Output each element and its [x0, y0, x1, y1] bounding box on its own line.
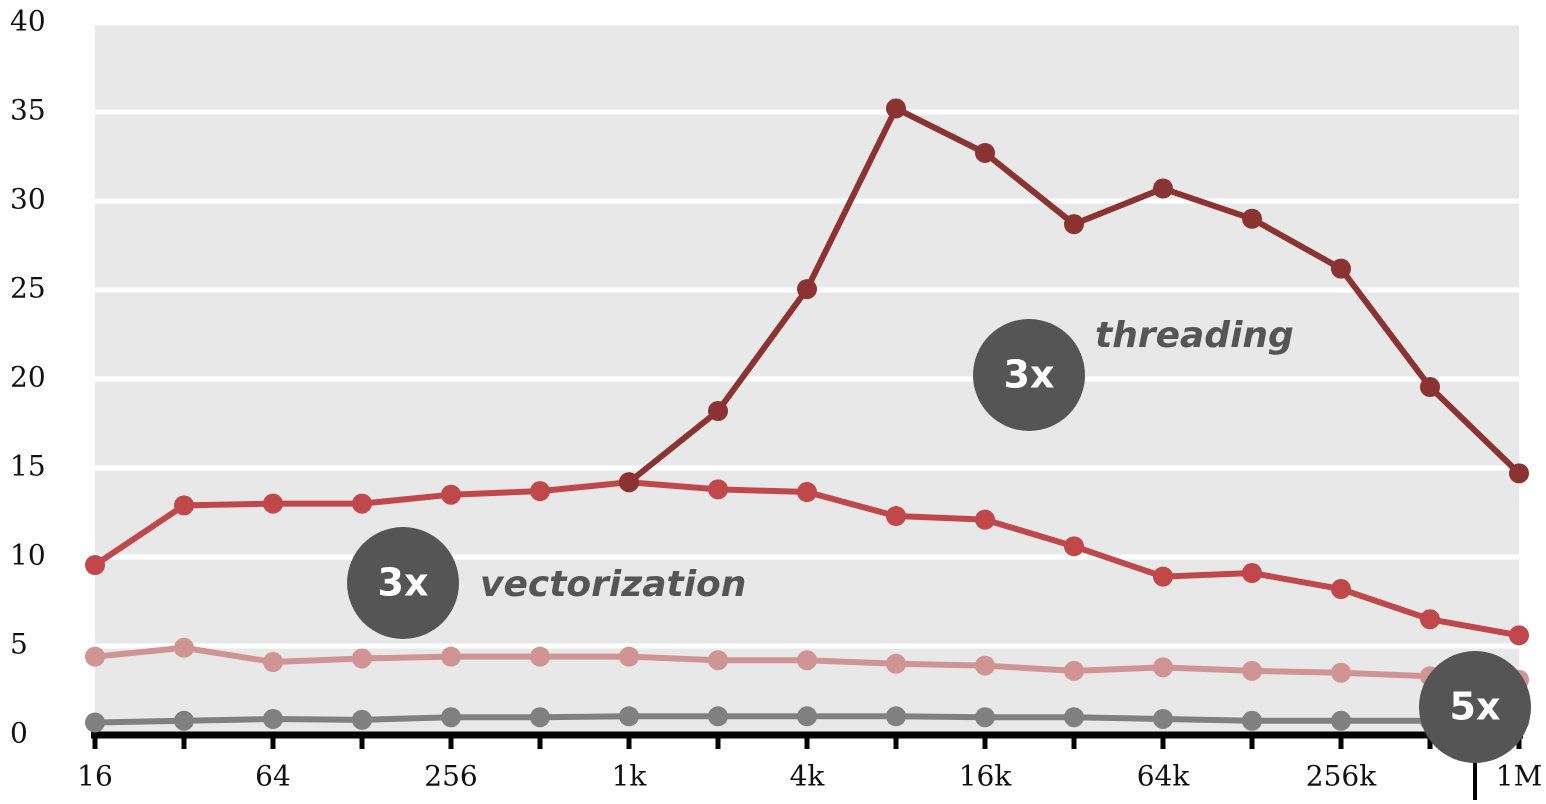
badge-circle [1419, 651, 1531, 763]
point [886, 98, 906, 119]
point [85, 646, 105, 667]
y-tick-label: 25 [10, 272, 46, 305]
point [619, 472, 639, 493]
x-tick-label: 1k [612, 760, 648, 793]
point [975, 142, 995, 163]
point [1331, 579, 1351, 600]
point [1331, 662, 1351, 683]
x-tick-label: 1M [1496, 760, 1542, 793]
badge-circle [973, 319, 1085, 431]
x-tick-label: 16 [77, 760, 113, 793]
point [708, 401, 728, 422]
x-tick-label: 4k [790, 760, 826, 793]
point [1242, 710, 1262, 731]
point [1064, 536, 1084, 557]
point [1153, 178, 1173, 199]
point [1242, 563, 1262, 584]
point [886, 653, 906, 674]
point [85, 712, 105, 733]
point [886, 506, 906, 527]
point [619, 706, 639, 727]
badge-label: 5x [1450, 685, 1501, 729]
point [1509, 625, 1529, 646]
point [263, 708, 283, 729]
x-tick-label: 16k [959, 760, 1013, 793]
y-tick-label: 40 [10, 5, 46, 38]
point [263, 493, 283, 514]
point [441, 484, 461, 505]
point [263, 652, 283, 673]
point [1242, 208, 1262, 229]
point [1331, 710, 1351, 731]
point [174, 710, 194, 731]
point [975, 655, 995, 676]
x-tick-label: 256k [1306, 760, 1377, 793]
x-tick-label: 256 [424, 760, 477, 793]
point [708, 479, 728, 500]
point [1420, 377, 1440, 398]
point [975, 707, 995, 728]
point [530, 481, 550, 502]
point [352, 493, 372, 514]
point [708, 650, 728, 671]
point [1509, 463, 1529, 484]
point [1064, 707, 1084, 728]
badge-circle [347, 527, 459, 639]
point [1242, 660, 1262, 681]
point [708, 706, 728, 727]
point [1153, 708, 1173, 729]
point [1153, 566, 1173, 587]
point [619, 646, 639, 667]
y-tick-label: 20 [10, 361, 46, 394]
point [886, 706, 906, 727]
annotation: threading [1095, 315, 1294, 356]
point [352, 709, 372, 730]
point [797, 279, 817, 300]
x-tick-label: 64 [255, 760, 291, 793]
point [1064, 660, 1084, 681]
x-tick-label: 64k [1137, 760, 1191, 793]
point [530, 646, 550, 667]
y-tick-label: 35 [10, 94, 46, 127]
point [1331, 258, 1351, 279]
y-tick-label: 5 [10, 628, 28, 661]
y-tick-label: 10 [10, 539, 46, 572]
point [174, 495, 194, 516]
point [797, 706, 817, 727]
point [797, 650, 817, 671]
point [797, 482, 817, 503]
point [1064, 214, 1084, 235]
point [1153, 657, 1173, 678]
y-tick-label: 30 [10, 183, 46, 216]
point [441, 707, 461, 728]
point [975, 509, 995, 530]
badge-label: 3x [1004, 353, 1055, 397]
point [1420, 609, 1440, 630]
point [530, 707, 550, 728]
point [174, 637, 194, 658]
annotation: vectorization [480, 564, 746, 605]
point [441, 646, 461, 667]
point [85, 555, 105, 576]
y-tick-label: 0 [10, 717, 28, 750]
badge-label: 3x [378, 561, 429, 605]
y-tick-label: 15 [10, 450, 46, 483]
point [352, 648, 372, 669]
